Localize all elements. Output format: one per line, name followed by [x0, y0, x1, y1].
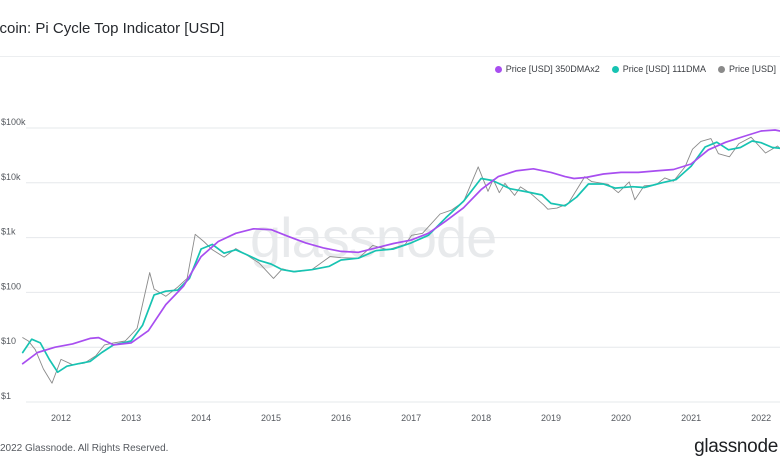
y-tick-label-4: $10k	[1, 172, 21, 182]
x-tick-label-5: 2017	[401, 413, 421, 423]
series-111dma-line	[21, 140, 780, 374]
y-tick-label-1: $10	[1, 336, 16, 346]
legend-dot-350dmax2-icon	[494, 65, 502, 73]
series-price-line	[22, 136, 780, 384]
y-tick-label-3: $1k	[1, 227, 16, 237]
x-tick-label-3: 2015	[261, 413, 281, 423]
legend-item-111dma[interactable]: Price [USD] 111DMA	[611, 64, 706, 74]
y-tick-label-5: $100k	[1, 117, 26, 127]
chart-title: itcoin: Pi Cycle Top Indicator [USD]	[0, 20, 225, 37]
legend-dot-price-icon	[717, 65, 725, 73]
x-tick-label-7: 2019	[541, 413, 561, 423]
legend-label-111dma: Price [USD] 111DMA	[622, 64, 706, 74]
legend-dot-111dma-icon	[611, 65, 619, 73]
copyright-footer: 2022 Glassnode. All Rights Reserved.	[0, 443, 169, 454]
x-tick-label-8: 2020	[611, 413, 631, 423]
legend-label-350dmax2: Price [USD] 350DMAx2	[505, 64, 600, 74]
legend: Price [USD] 350DMAx2 Price [USD] 111DMA …	[494, 64, 776, 74]
glassnode-logo[interactable]: glassnode	[694, 436, 778, 457]
series-350dmax2-line	[21, 129, 780, 365]
y-tick-label-0: $1	[1, 391, 11, 401]
x-tick-label-2: 2014	[191, 413, 211, 423]
y-tick-label-2: $100	[1, 281, 21, 291]
x-tick-label-9: 2021	[681, 413, 701, 423]
x-tick-label-4: 2016	[331, 413, 351, 423]
x-tick-label-0: 2012	[51, 413, 71, 423]
x-tick-label-10: 2022	[751, 413, 771, 423]
legend-label-price: Price [USD]	[728, 64, 776, 74]
legend-item-350dmax2[interactable]: Price [USD] 350DMAx2	[494, 64, 600, 74]
x-tick-label-6: 2018	[471, 413, 491, 423]
title-divider	[0, 56, 780, 57]
x-tick-label-1: 2013	[121, 413, 141, 423]
legend-item-price[interactable]: Price [USD]	[717, 64, 776, 74]
